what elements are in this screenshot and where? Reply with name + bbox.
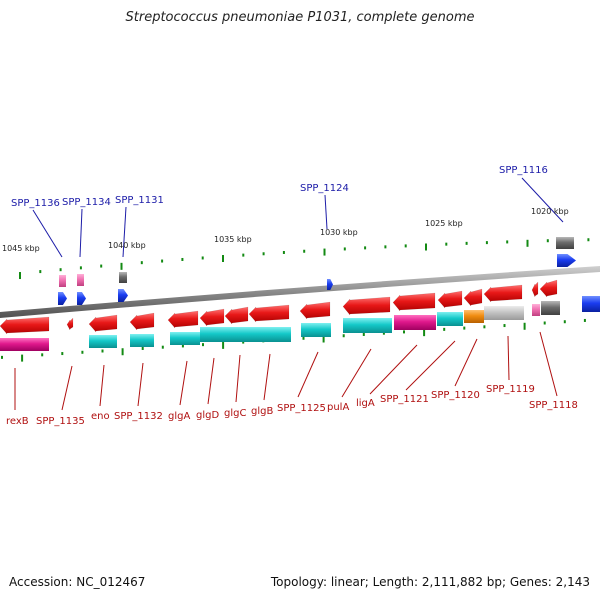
gene-label-spp1135[interactable]: SPP_1135 <box>36 416 85 427</box>
forward-gene-arrow <box>58 292 67 305</box>
gene-features <box>0 237 600 351</box>
reverse-gene-arrow <box>483 284 523 303</box>
gene-box <box>556 237 574 249</box>
gene-label-spp1124[interactable]: SPP_1124 <box>300 183 349 194</box>
scale-label: 1045 kbp <box>2 244 40 253</box>
gene-label-spp1116[interactable]: SPP_1116 <box>499 165 548 176</box>
reverse-gene-arrow <box>0 316 50 335</box>
gene-box <box>301 323 331 337</box>
reverse-gene-arrow <box>539 279 558 298</box>
leader-line <box>369 344 418 395</box>
reverse-gene-arrow <box>66 317 74 331</box>
gene-label-pula[interactable]: pulA <box>327 402 349 413</box>
gene-box <box>200 327 291 342</box>
gene-label-spp1121[interactable]: SPP_1121 <box>380 394 429 405</box>
gene-box <box>394 315 436 330</box>
leader-line <box>297 351 319 398</box>
gene-box <box>343 318 392 333</box>
gene-label-spp1119[interactable]: SPP_1119 <box>486 384 535 395</box>
scale-label: 1040 kbp <box>108 241 146 250</box>
scale-label: 1020 kbp <box>531 207 569 216</box>
bottom-gene-labels: rexB SPP_1135 eno SPP_1132 glgA glgD glg… <box>6 384 578 427</box>
reverse-gene-arrow <box>167 310 199 329</box>
gene-box <box>170 332 200 345</box>
gene-label-spp1132[interactable]: SPP_1132 <box>114 411 163 422</box>
reverse-gene-arrow <box>199 308 225 327</box>
gene-label-spp1125[interactable]: SPP_1125 <box>277 403 326 414</box>
gene-box <box>89 335 117 348</box>
reverse-gene-arrow <box>342 296 391 316</box>
scale-labels: 1045 kbp 1040 kbp 1035 kbp 1030 kbp 1025… <box>2 207 569 253</box>
leader-line <box>235 354 241 403</box>
forward-gene-arrow <box>77 292 86 305</box>
accession-text: Accession: NC_012467 <box>9 575 146 589</box>
reverse-gene-arrow <box>392 292 436 312</box>
gene-box <box>437 312 463 326</box>
gene-box <box>532 304 540 316</box>
scale-label: 1035 kbp <box>214 235 252 244</box>
forward-gene-arrow <box>327 279 333 290</box>
gene-label-spp1118[interactable]: SPP_1118 <box>529 400 578 411</box>
gene-box <box>484 306 524 320</box>
top-gene-labels: SPP_1136 SPP_1134 SPP_1131 SPP_1124 SPP_… <box>11 165 548 209</box>
leader-line <box>61 365 73 411</box>
gene-label-liga[interactable]: ligA <box>356 398 375 409</box>
leader-line <box>122 206 127 258</box>
gene-box <box>59 275 66 287</box>
leader-line <box>454 338 478 387</box>
gene-label-eno[interactable]: eno <box>91 411 110 422</box>
gene-box <box>77 274 84 286</box>
forward-gene-arrow <box>118 289 128 302</box>
leader-line <box>79 208 83 258</box>
leader-line <box>137 362 144 407</box>
gene-label-glgd[interactable]: glgD <box>196 410 219 421</box>
gene-label-glgc[interactable]: glgC <box>224 408 246 419</box>
gene-label-glgb[interactable]: glgB <box>251 406 273 417</box>
label-leader-lines <box>14 177 564 411</box>
reverse-gene-arrow <box>248 304 290 323</box>
gene-box <box>464 310 484 323</box>
gene-label-rexb[interactable]: rexB <box>6 416 29 427</box>
scale-label: 1030 kbp <box>320 228 358 237</box>
reverse-gene-arrow <box>463 288 483 307</box>
leader-line <box>521 177 564 223</box>
gene-box <box>541 301 560 315</box>
leader-line <box>207 357 215 405</box>
genome-summary-text: Topology: linear; Length: 2,111,882 bp; … <box>270 575 590 589</box>
gene-box <box>130 334 154 347</box>
leader-line <box>507 335 510 381</box>
leader-line <box>179 360 188 406</box>
forward-gene-arrow <box>557 254 576 267</box>
scale-label: 1025 kbp <box>425 219 463 228</box>
gene-label-spp1131[interactable]: SPP_1131 <box>115 195 164 206</box>
gene-label-spp1120[interactable]: SPP_1120 <box>431 390 480 401</box>
leader-line <box>263 353 271 401</box>
sequence-axis <box>0 266 600 318</box>
map-title: Streptococcus pneumoniae P1031, complete… <box>125 10 475 25</box>
gene-label-spp1136[interactable]: SPP_1136 <box>11 198 60 209</box>
gene-label-glga[interactable]: glgA <box>168 411 190 422</box>
scale-ticks <box>1 238 590 362</box>
gene-box <box>119 272 127 283</box>
leader-line <box>99 364 105 407</box>
reverse-gene-arrow <box>88 314 118 333</box>
leader-line <box>405 340 456 391</box>
leader-line <box>539 331 558 397</box>
gene-box <box>582 296 600 312</box>
reverse-gene-arrow <box>299 301 331 320</box>
reverse-gene-arrow <box>129 312 155 331</box>
leader-line <box>341 348 372 398</box>
leader-line <box>32 209 63 258</box>
gene-label-spp1134[interactable]: SPP_1134 <box>62 197 111 208</box>
reverse-gene-arrow <box>437 290 463 309</box>
reverse-gene-arrow <box>531 281 539 298</box>
leader-line <box>324 194 328 230</box>
reverse-gene-arrow <box>224 306 249 325</box>
gene-box <box>0 338 49 351</box>
